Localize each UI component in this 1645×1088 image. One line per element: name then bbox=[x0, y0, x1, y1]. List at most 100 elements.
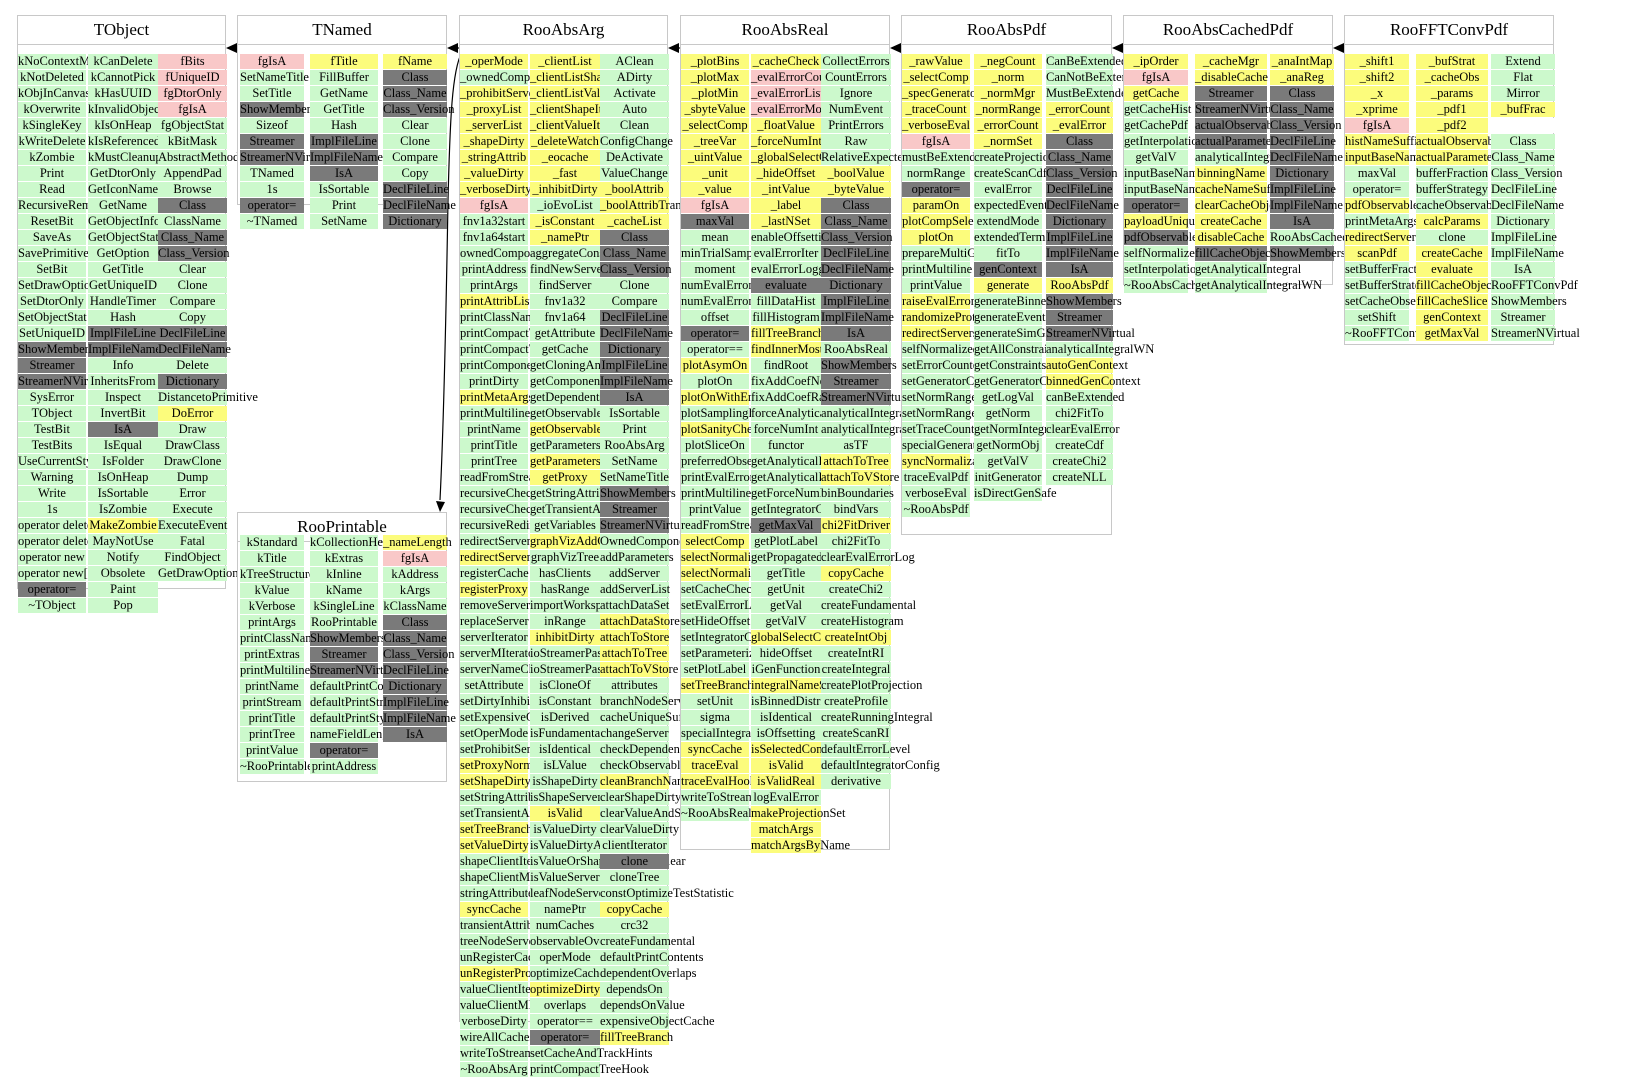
member-getnorm: getNorm bbox=[974, 406, 1042, 421]
member-execute: Execute bbox=[158, 502, 227, 517]
member-declfileline: DeclFileLine bbox=[600, 310, 669, 325]
member-setintegratorconfig: setIntegratorConfig bbox=[681, 630, 779, 645]
member-operator: operator= bbox=[310, 743, 378, 758]
member-findroot: findRoot bbox=[751, 358, 821, 373]
member-operator-delete: operator delete bbox=[18, 518, 93, 533]
member-flat: Flat bbox=[1491, 70, 1555, 85]
member-doerror: DoError bbox=[158, 406, 227, 421]
member-isvalueserver: isValueServer bbox=[530, 870, 600, 885]
member-selectcomp: _selectComp bbox=[681, 118, 749, 133]
member-readfromstream: readFromStream bbox=[460, 470, 545, 485]
member-findnewserver: findNewServer bbox=[530, 262, 607, 277]
member-errorcount: _errorCount bbox=[974, 118, 1042, 133]
member-shift2: _shift2 bbox=[1345, 70, 1409, 85]
member-createplotprojection: createPlotProjection bbox=[821, 678, 923, 693]
member-declfileline: DeclFileLine bbox=[1491, 182, 1557, 197]
member-printtitle: printTitle bbox=[460, 438, 528, 453]
member-clone: Clone bbox=[600, 278, 669, 293]
member-preparemultigen: prepareMultiGen bbox=[902, 246, 989, 261]
member-printextras: printExtras bbox=[240, 647, 304, 662]
member-createprojection: createProjection bbox=[974, 150, 1056, 165]
member-kstandard: kStandard bbox=[240, 535, 304, 550]
member-isvaluedirtyandclear: isValueDirtyAndClear bbox=[530, 838, 642, 853]
member-payloaduniquesuffix: payloadUniqueSuffix bbox=[1124, 214, 1232, 229]
member-copy: Copy bbox=[383, 166, 447, 181]
member-operator: operator== bbox=[681, 342, 749, 357]
member-evaluate: evaluate bbox=[751, 278, 821, 293]
member-fillhistogram: fillHistogram bbox=[751, 310, 821, 325]
member-createchi2: createChi2 bbox=[1046, 454, 1113, 469]
member-class-version: Class_Version bbox=[1270, 118, 1342, 133]
member-tobject: ~TObject bbox=[18, 598, 86, 613]
member-cacheobs: _cacheObs bbox=[1416, 70, 1488, 85]
member-isonheap: IsOnHeap bbox=[88, 470, 158, 485]
member-fgisa: fgIsA bbox=[902, 134, 970, 149]
member-hasclients: hasClients bbox=[530, 566, 600, 581]
member-maxval: maxVal bbox=[681, 214, 749, 229]
member-createscancdf: createScanCdf bbox=[974, 166, 1047, 181]
member-obsolete: Obsolete bbox=[88, 566, 158, 581]
member-findserver: findServer bbox=[530, 278, 600, 293]
member-setnametitle: SetNameTitle bbox=[240, 70, 309, 85]
member-setdirtyinhibit: setDirtyInhibit bbox=[460, 694, 534, 709]
member-filltreebranch: fillTreeBranch bbox=[751, 326, 825, 341]
member-binboundaries: binBoundaries bbox=[821, 486, 894, 501]
member-selectcomp: selectComp bbox=[681, 534, 749, 549]
member-getallconstraints: getAllConstraints bbox=[974, 342, 1063, 357]
member-fgisa: fgIsA bbox=[158, 102, 227, 117]
member-class: Class bbox=[1270, 86, 1334, 101]
member-declfileline: DeclFileLine bbox=[1046, 182, 1113, 197]
member-isa: IsA bbox=[821, 326, 891, 341]
member-getcache: getCache bbox=[1124, 86, 1188, 101]
member-createfundamental: createFundamental bbox=[821, 598, 917, 613]
member-getnormintegral: getNormIntegral bbox=[974, 422, 1058, 437]
member-fgobjectstat: fgObjectStat bbox=[158, 118, 227, 133]
member-clone: clone bbox=[1416, 230, 1488, 245]
member-printmultiline: printMultiline bbox=[681, 486, 752, 501]
member-streamer: Streamer bbox=[18, 358, 86, 373]
member-normmgr: _normMgr bbox=[974, 86, 1042, 101]
member-settitle: SetTitle bbox=[240, 86, 304, 101]
member-generatebinned: generateBinned bbox=[974, 294, 1053, 309]
member-specialgeneratorconfig: specialGeneratorConfig bbox=[902, 438, 1022, 453]
member-isshapedirty: isShapeDirty bbox=[530, 774, 600, 789]
member-fast: _fast bbox=[530, 166, 600, 181]
member-attachtotree: attachToTree bbox=[600, 646, 669, 661]
member-value: _value bbox=[681, 182, 749, 197]
member-analyticalintegralwn: analyticalIntegralWN bbox=[1195, 150, 1304, 165]
member-clone: Clone bbox=[158, 278, 227, 293]
member-plotonwitherrorband: plotOnWithErrorBand bbox=[681, 390, 793, 405]
member-settransientattribute: setTransientAttribute bbox=[460, 806, 566, 821]
member-clientlist: _clientList bbox=[530, 54, 600, 69]
member-shapeclientmiterator: shapeClientMIterator bbox=[460, 870, 567, 885]
member-getanalyticalintegral: getAnalyticalIntegral bbox=[751, 454, 858, 469]
member-intvalue: _intValue bbox=[751, 182, 821, 197]
member-specgeneratorconfig: _specGeneratorConfig bbox=[902, 86, 1016, 101]
member-defaultprintcontents: defaultPrintContents bbox=[310, 679, 414, 694]
member-mustbeextended: MustBeExtended bbox=[1046, 86, 1133, 101]
member-binnedgencontext: binnedGenContext bbox=[1046, 374, 1141, 389]
member-ownedcomponents: ownedComponents bbox=[460, 246, 557, 261]
member-issortable: IsSortable bbox=[88, 486, 158, 501]
member-class: Class bbox=[1046, 134, 1113, 149]
member-operator-delete: operator delete[] bbox=[18, 534, 101, 549]
member-getcachehist: getCacheHist bbox=[1124, 102, 1192, 117]
member-serverlist: _serverList bbox=[460, 118, 528, 133]
member-column: kStandard kTitle kTreeStructure kValue kVerb… bbox=[240, 535, 321, 775]
member-ktreestructure: kTreeStructure bbox=[240, 567, 315, 582]
member-opermode: _operMode bbox=[460, 54, 528, 69]
member-isbinneddistribution: isBinnedDistribution bbox=[751, 694, 856, 709]
member-isa: IsA bbox=[600, 390, 669, 405]
member-isa: IsA bbox=[310, 166, 378, 181]
member-printvalue: printValue bbox=[240, 743, 304, 758]
member-getvariables: getVariables bbox=[530, 518, 600, 533]
member-printtitle: printTitle bbox=[240, 711, 304, 726]
member-constoptimizeteststatistic: constOptimizeTestStatistic bbox=[600, 886, 734, 901]
member-syserror: SysError bbox=[18, 390, 86, 405]
member-testbit: TestBit bbox=[18, 422, 86, 437]
member-clearvalueandshapedirty: clearValueAndShapeDirty bbox=[600, 806, 732, 821]
member-implfilename: ImplFileName bbox=[88, 342, 161, 357]
member-khasuuid: kHasUUID bbox=[88, 86, 158, 101]
member-autogencontext: autoGenContext bbox=[1046, 358, 1128, 373]
member-createnll: createNLL bbox=[1046, 470, 1113, 485]
